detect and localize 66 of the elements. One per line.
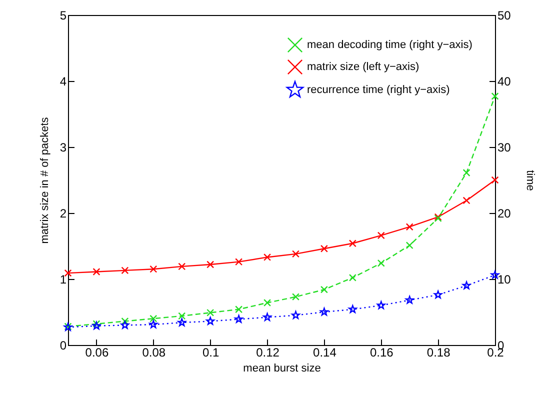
point [235, 258, 243, 266]
point [491, 92, 499, 100]
point [462, 168, 470, 176]
point [149, 320, 158, 328]
point [348, 240, 356, 248]
point [292, 293, 300, 301]
x-tick-label: 0.14 [313, 346, 337, 360]
y2-tick-label: 30 [498, 140, 512, 154]
x-tick-label: 0.12 [256, 346, 280, 360]
point [178, 262, 186, 270]
y2-tick-label: 50 [498, 8, 512, 22]
point [178, 318, 186, 326]
point [491, 176, 499, 184]
legend-label: matrix size (left y−axis) [307, 61, 420, 73]
point [434, 290, 442, 299]
y-tick-label: 3 [60, 140, 67, 154]
x-tick-label: 0.06 [85, 346, 109, 360]
y2-tick-label: 10 [498, 272, 512, 286]
x-tick-label: 0.16 [370, 346, 394, 360]
point [292, 250, 300, 258]
x-axis-title: mean burst size [243, 362, 321, 374]
point [377, 232, 385, 240]
point [150, 314, 158, 322]
y-tick-label: 4 [60, 74, 67, 88]
point [264, 253, 272, 261]
y2-tick-label: 40 [498, 74, 512, 88]
y2-tick-label: 20 [498, 206, 512, 220]
point [292, 310, 300, 319]
point [178, 312, 186, 320]
point [490, 270, 500, 279]
point [206, 316, 215, 325]
point [348, 274, 356, 282]
point [406, 223, 414, 231]
point [206, 308, 214, 316]
y-tick-label: 0 [60, 338, 67, 352]
point [320, 244, 328, 252]
point [206, 260, 214, 268]
point [462, 196, 470, 204]
point [120, 320, 130, 329]
legend-label: mean decoding time (right y−axis) [307, 39, 472, 51]
legend-label: recurrence time (right y−axis) [307, 84, 450, 96]
point [320, 286, 328, 294]
point [406, 242, 414, 250]
point [92, 268, 100, 276]
y-tick-label: 5 [60, 8, 67, 22]
y-tick-label: 2 [60, 206, 67, 220]
x-tick-label: 0.18 [426, 346, 451, 360]
point [320, 308, 328, 316]
point [121, 266, 129, 274]
point [235, 306, 243, 314]
y-tick-label: 1 [60, 272, 67, 286]
point [263, 312, 272, 321]
point [234, 314, 244, 323]
point [264, 299, 272, 307]
x-tick-label: 0.08 [142, 346, 166, 360]
point [150, 265, 158, 273]
point [64, 269, 72, 277]
point [405, 296, 414, 304]
point [348, 304, 357, 314]
point [377, 259, 385, 267]
x-tick-label: 0.1 [202, 346, 220, 360]
point [92, 320, 100, 328]
point [121, 317, 129, 325]
point [462, 281, 471, 290]
y2-axis-title: time [524, 170, 536, 191]
y-axis-title: matrix size in # of packets [38, 116, 51, 244]
